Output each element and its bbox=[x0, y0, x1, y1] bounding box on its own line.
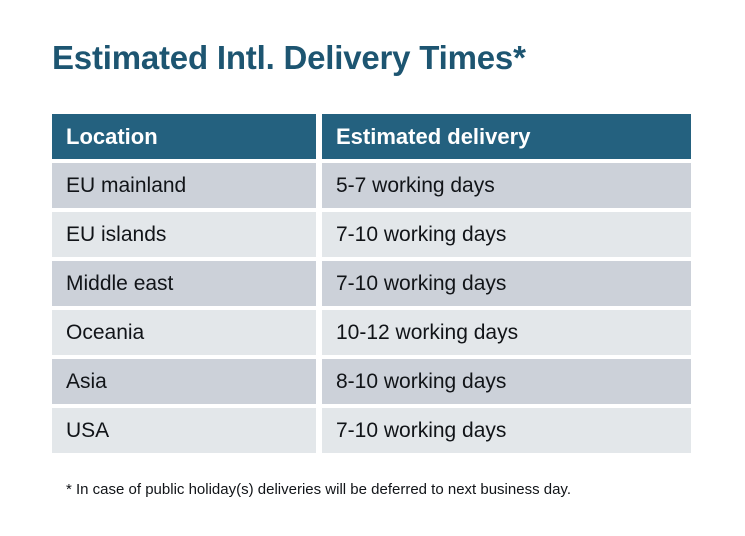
column-divider bbox=[316, 310, 322, 355]
cell-location: EU islands bbox=[52, 212, 316, 257]
column-divider bbox=[316, 408, 322, 453]
column-divider bbox=[316, 212, 322, 257]
table-row: Middle east 7-10 working days bbox=[52, 261, 691, 306]
cell-estimated-delivery: 7-10 working days bbox=[322, 212, 691, 257]
column-divider bbox=[316, 359, 322, 404]
cell-location: USA bbox=[52, 408, 316, 453]
cell-estimated-delivery: 7-10 working days bbox=[322, 408, 691, 453]
footnote-text: * In case of public holiday(s) deliverie… bbox=[66, 481, 571, 498]
cell-location: Oceania bbox=[52, 310, 316, 355]
cell-estimated-delivery: 5-7 working days bbox=[322, 163, 691, 208]
table-row: Oceania 10-12 working days bbox=[52, 310, 691, 355]
page-title: Estimated Intl. Delivery Times* bbox=[52, 39, 526, 76]
table-row: Asia 8-10 working days bbox=[52, 359, 691, 404]
delivery-times-table: Location Estimated delivery EU mainland … bbox=[52, 114, 691, 457]
table-header-row: Location Estimated delivery bbox=[52, 114, 691, 159]
table-row: EU islands 7-10 working days bbox=[52, 212, 691, 257]
cell-location: Middle east bbox=[52, 261, 316, 306]
cell-location: EU mainland bbox=[52, 163, 316, 208]
cell-estimated-delivery: 8-10 working days bbox=[322, 359, 691, 404]
column-divider bbox=[316, 163, 322, 208]
column-divider bbox=[316, 261, 322, 306]
table-row: EU mainland 5-7 working days bbox=[52, 163, 691, 208]
table-row: USA 7-10 working days bbox=[52, 408, 691, 453]
cell-estimated-delivery: 10-12 working days bbox=[322, 310, 691, 355]
column-header-estimated-delivery: Estimated delivery bbox=[322, 114, 691, 159]
cell-estimated-delivery: 7-10 working days bbox=[322, 261, 691, 306]
cell-location: Asia bbox=[52, 359, 316, 404]
column-divider bbox=[316, 114, 322, 159]
column-header-location: Location bbox=[52, 114, 316, 159]
